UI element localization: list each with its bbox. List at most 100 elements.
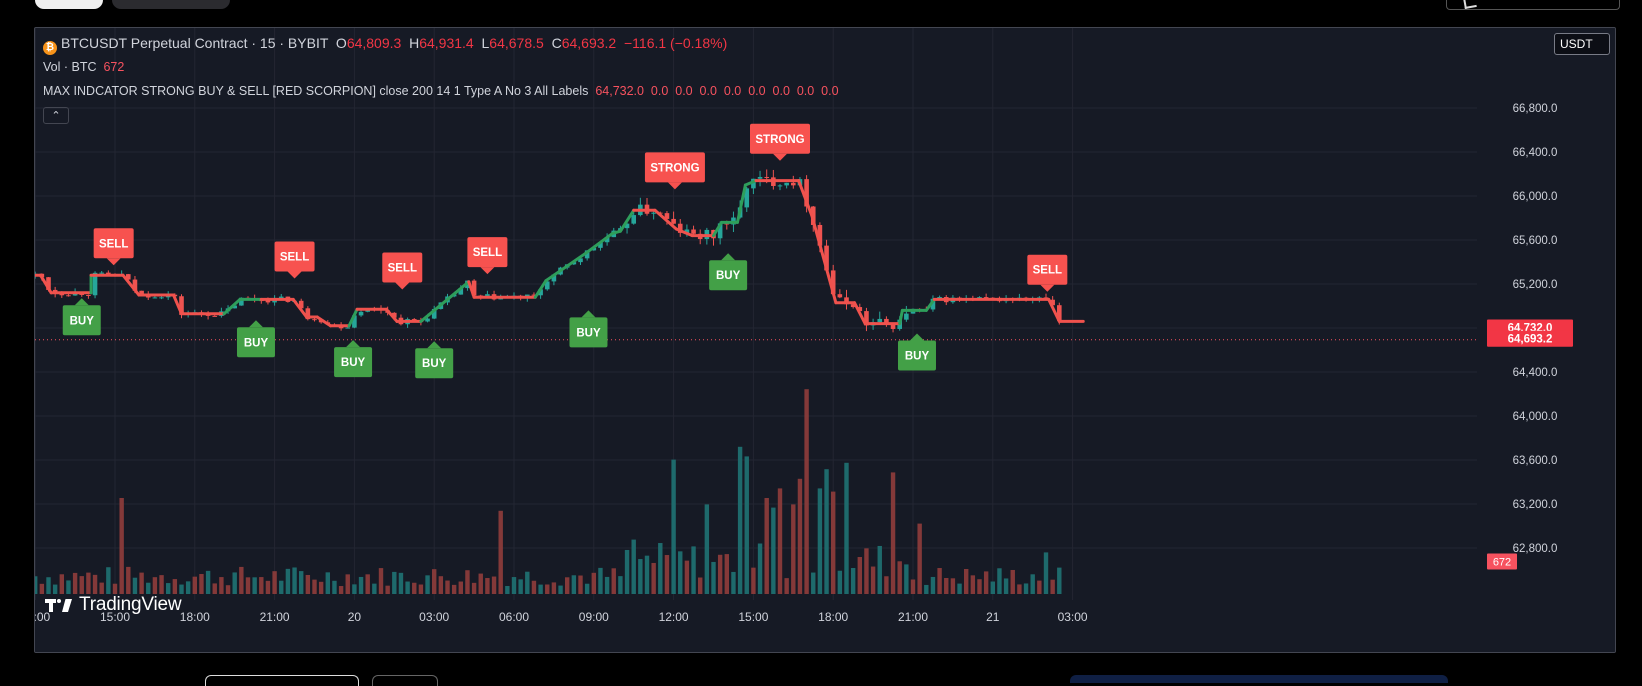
bottom-tab[interactable] [372, 675, 438, 686]
trend-segment [544, 251, 588, 283]
bottom-action-bar[interactable] [1070, 675, 1448, 683]
volume-bar [837, 570, 843, 594]
volume-bar [378, 568, 384, 594]
volume-bar [185, 581, 191, 594]
candle-body [298, 300, 304, 309]
volume-bar [358, 576, 364, 594]
candle-body [791, 182, 796, 186]
volume-bar [458, 581, 463, 594]
signal-pointer [427, 341, 442, 349]
top-right-control[interactable] [1446, 0, 1620, 10]
candle-body [212, 315, 218, 317]
buy-signal: BUY [415, 341, 454, 379]
candle-body [345, 327, 351, 329]
top-tab-active[interactable] [35, 0, 103, 9]
volume-bar [804, 389, 809, 594]
time-tick-label: 03:00 [419, 610, 449, 624]
close-value: 64,693.2 [561, 35, 617, 51]
signal-text: BUY [905, 351, 930, 363]
volume-bar [478, 573, 483, 594]
volume-bar [345, 574, 350, 594]
volume-bar [764, 498, 769, 594]
time-axis-labels: 12:00 15:00 18:00 21:00 20 03:00 06:00 09:00 12:… [35, 610, 1088, 624]
signal-text: BUY [576, 327, 601, 339]
indicator-label[interactable]: MAX INDCATOR STRONG BUY & SELL [RED SCOR… [43, 84, 589, 98]
volume-bar [771, 507, 776, 594]
sell-signal: SELL [467, 237, 508, 275]
volume-bar [139, 572, 144, 594]
volume-bar [498, 510, 503, 594]
volume-bar [831, 491, 836, 594]
volume-bar [591, 572, 596, 594]
collapse-legend-button[interactable]: ⌃ [43, 107, 69, 124]
trend-segment [743, 179, 758, 187]
signal-box [709, 260, 748, 291]
price-tick-label: 64,400.0 [1513, 367, 1558, 379]
volume-bar [166, 583, 171, 594]
top-tab[interactable] [112, 0, 230, 9]
volume-bar [212, 583, 217, 594]
volume-bar [1030, 574, 1035, 594]
volume-bar [325, 572, 330, 594]
candle-body [392, 312, 397, 318]
signal-text: STRONG [755, 134, 804, 146]
candle-body [937, 296, 942, 299]
volume-bar [112, 583, 118, 594]
volume-label[interactable]: Vol · BTC [43, 60, 97, 74]
time-tick-label: 18:00 [818, 610, 848, 624]
volume-bar [664, 555, 670, 594]
volume-bar [172, 579, 178, 594]
trend-segment [618, 208, 636, 233]
volume-bar [571, 575, 577, 594]
symbol-name[interactable]: BTCUSDT Perpetual Contract · 15 · BYBIT [61, 35, 329, 51]
volume-bar [35, 576, 38, 594]
volume-bar [305, 574, 311, 594]
candle-body [591, 247, 597, 251]
volume-bar [791, 504, 796, 594]
candle-body [551, 274, 557, 282]
candle-body [265, 300, 271, 303]
volume-bar [365, 574, 370, 594]
volume-bar [72, 572, 78, 594]
volume-bar [272, 571, 277, 594]
indicator-values: 64,732.0 0.0 0.0 0.0 0.0 0.0 0.0 0.0 0.0 [595, 84, 839, 98]
price-tick-label: 66,000.0 [1513, 191, 1558, 203]
signal-pointer [248, 320, 263, 328]
time-tick-label: 15:00 [738, 610, 768, 624]
volume-bar [970, 575, 976, 594]
volume-bar [671, 459, 676, 594]
volume-bar [691, 546, 696, 594]
time-tick-label: 21 [986, 610, 1000, 624]
trend-segment [121, 273, 141, 297]
signal-pointer [773, 153, 787, 161]
volume-bar [86, 572, 91, 594]
time-tick-label: 18:00 [180, 610, 210, 624]
chart-canvas[interactable]: SELL BUY SELL BUY SELL BUY BUY SELL BUY STRONG BUY… [35, 28, 1616, 653]
volume-bar [1010, 569, 1015, 594]
signal-pointer [581, 310, 596, 318]
candle-body [664, 213, 670, 219]
candle-body [471, 280, 477, 296]
price-label-text: 64,693.2 [1508, 334, 1553, 346]
symbol-legend: ₿ BTCUSDT Perpetual Contract · 15 · BYBIT… [43, 35, 727, 55]
chart-panel[interactable]: SELL BUY SELL BUY SELL BUY BUY SELL BUY STRONG BUY… [34, 27, 1616, 653]
time-tick-label: 09:00 [579, 610, 609, 624]
volume-bar [518, 579, 523, 594]
volume-bar [338, 586, 344, 594]
high-label: H [409, 35, 420, 51]
trend-segment [797, 179, 814, 218]
candle-body [757, 176, 763, 179]
bottom-tab-active[interactable] [205, 675, 359, 686]
price-axis-labels: 66,800.0 66,400.0 66,000.0 65,600.0 65,200.0… [1513, 103, 1558, 555]
signal-pointer [480, 267, 495, 275]
currency-selector[interactable]: USDT [1554, 33, 1610, 55]
candle-body [1057, 305, 1062, 321]
volume-bar [192, 576, 197, 594]
candle-body [358, 311, 364, 316]
candle-body [930, 298, 936, 310]
candle-body [106, 272, 111, 275]
time-tick-label: 20 [348, 610, 362, 624]
open-label: O [335, 35, 347, 51]
volume-bar [910, 579, 916, 594]
signal-box [334, 347, 373, 378]
